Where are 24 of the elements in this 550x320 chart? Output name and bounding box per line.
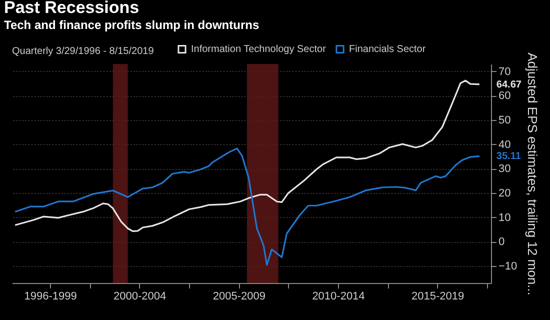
line-series [14, 80, 480, 232]
chart-subtitle: Tech and finance profits slump in downturns [4, 18, 260, 32]
y-tick-label: 10 [498, 212, 511, 224]
x-tick-label: 2005-2009 [212, 290, 266, 302]
y-tick-label: 30 [498, 163, 511, 176]
y-tick-label: 20 [498, 187, 511, 200]
y-tick-label: 50 [498, 114, 511, 126]
text: Quarterly 3/29/1996 - 8/15/2019 [12, 46, 154, 57]
x-tick-label: 2010-2014 [312, 290, 365, 302]
annotation: 35.11 [496, 151, 522, 162]
x-tick-label: 2015-2019 [411, 290, 464, 302]
legend-label: Financials Sector [349, 44, 426, 56]
x-tick-label: 1996-1999 [24, 290, 77, 302]
y-tick-label: 0 [498, 236, 505, 248]
y-tick-label: 60 [498, 90, 511, 102]
line-series [14, 148, 480, 266]
chart-title: Past Recessions [4, 0, 140, 17]
x-tick-label: 2000-2004 [114, 290, 166, 302]
y-tick-label: 40 [498, 138, 511, 151]
y-tick-label: −10 [498, 260, 518, 272]
y-axis-title: Adjusted EPS estimates, trailing 12 mon... [525, 52, 540, 296]
annotation: 64.67 [496, 79, 522, 90]
legend-label: Information Technology Sector [191, 44, 327, 56]
y-tick-label: 70 [498, 66, 511, 78]
